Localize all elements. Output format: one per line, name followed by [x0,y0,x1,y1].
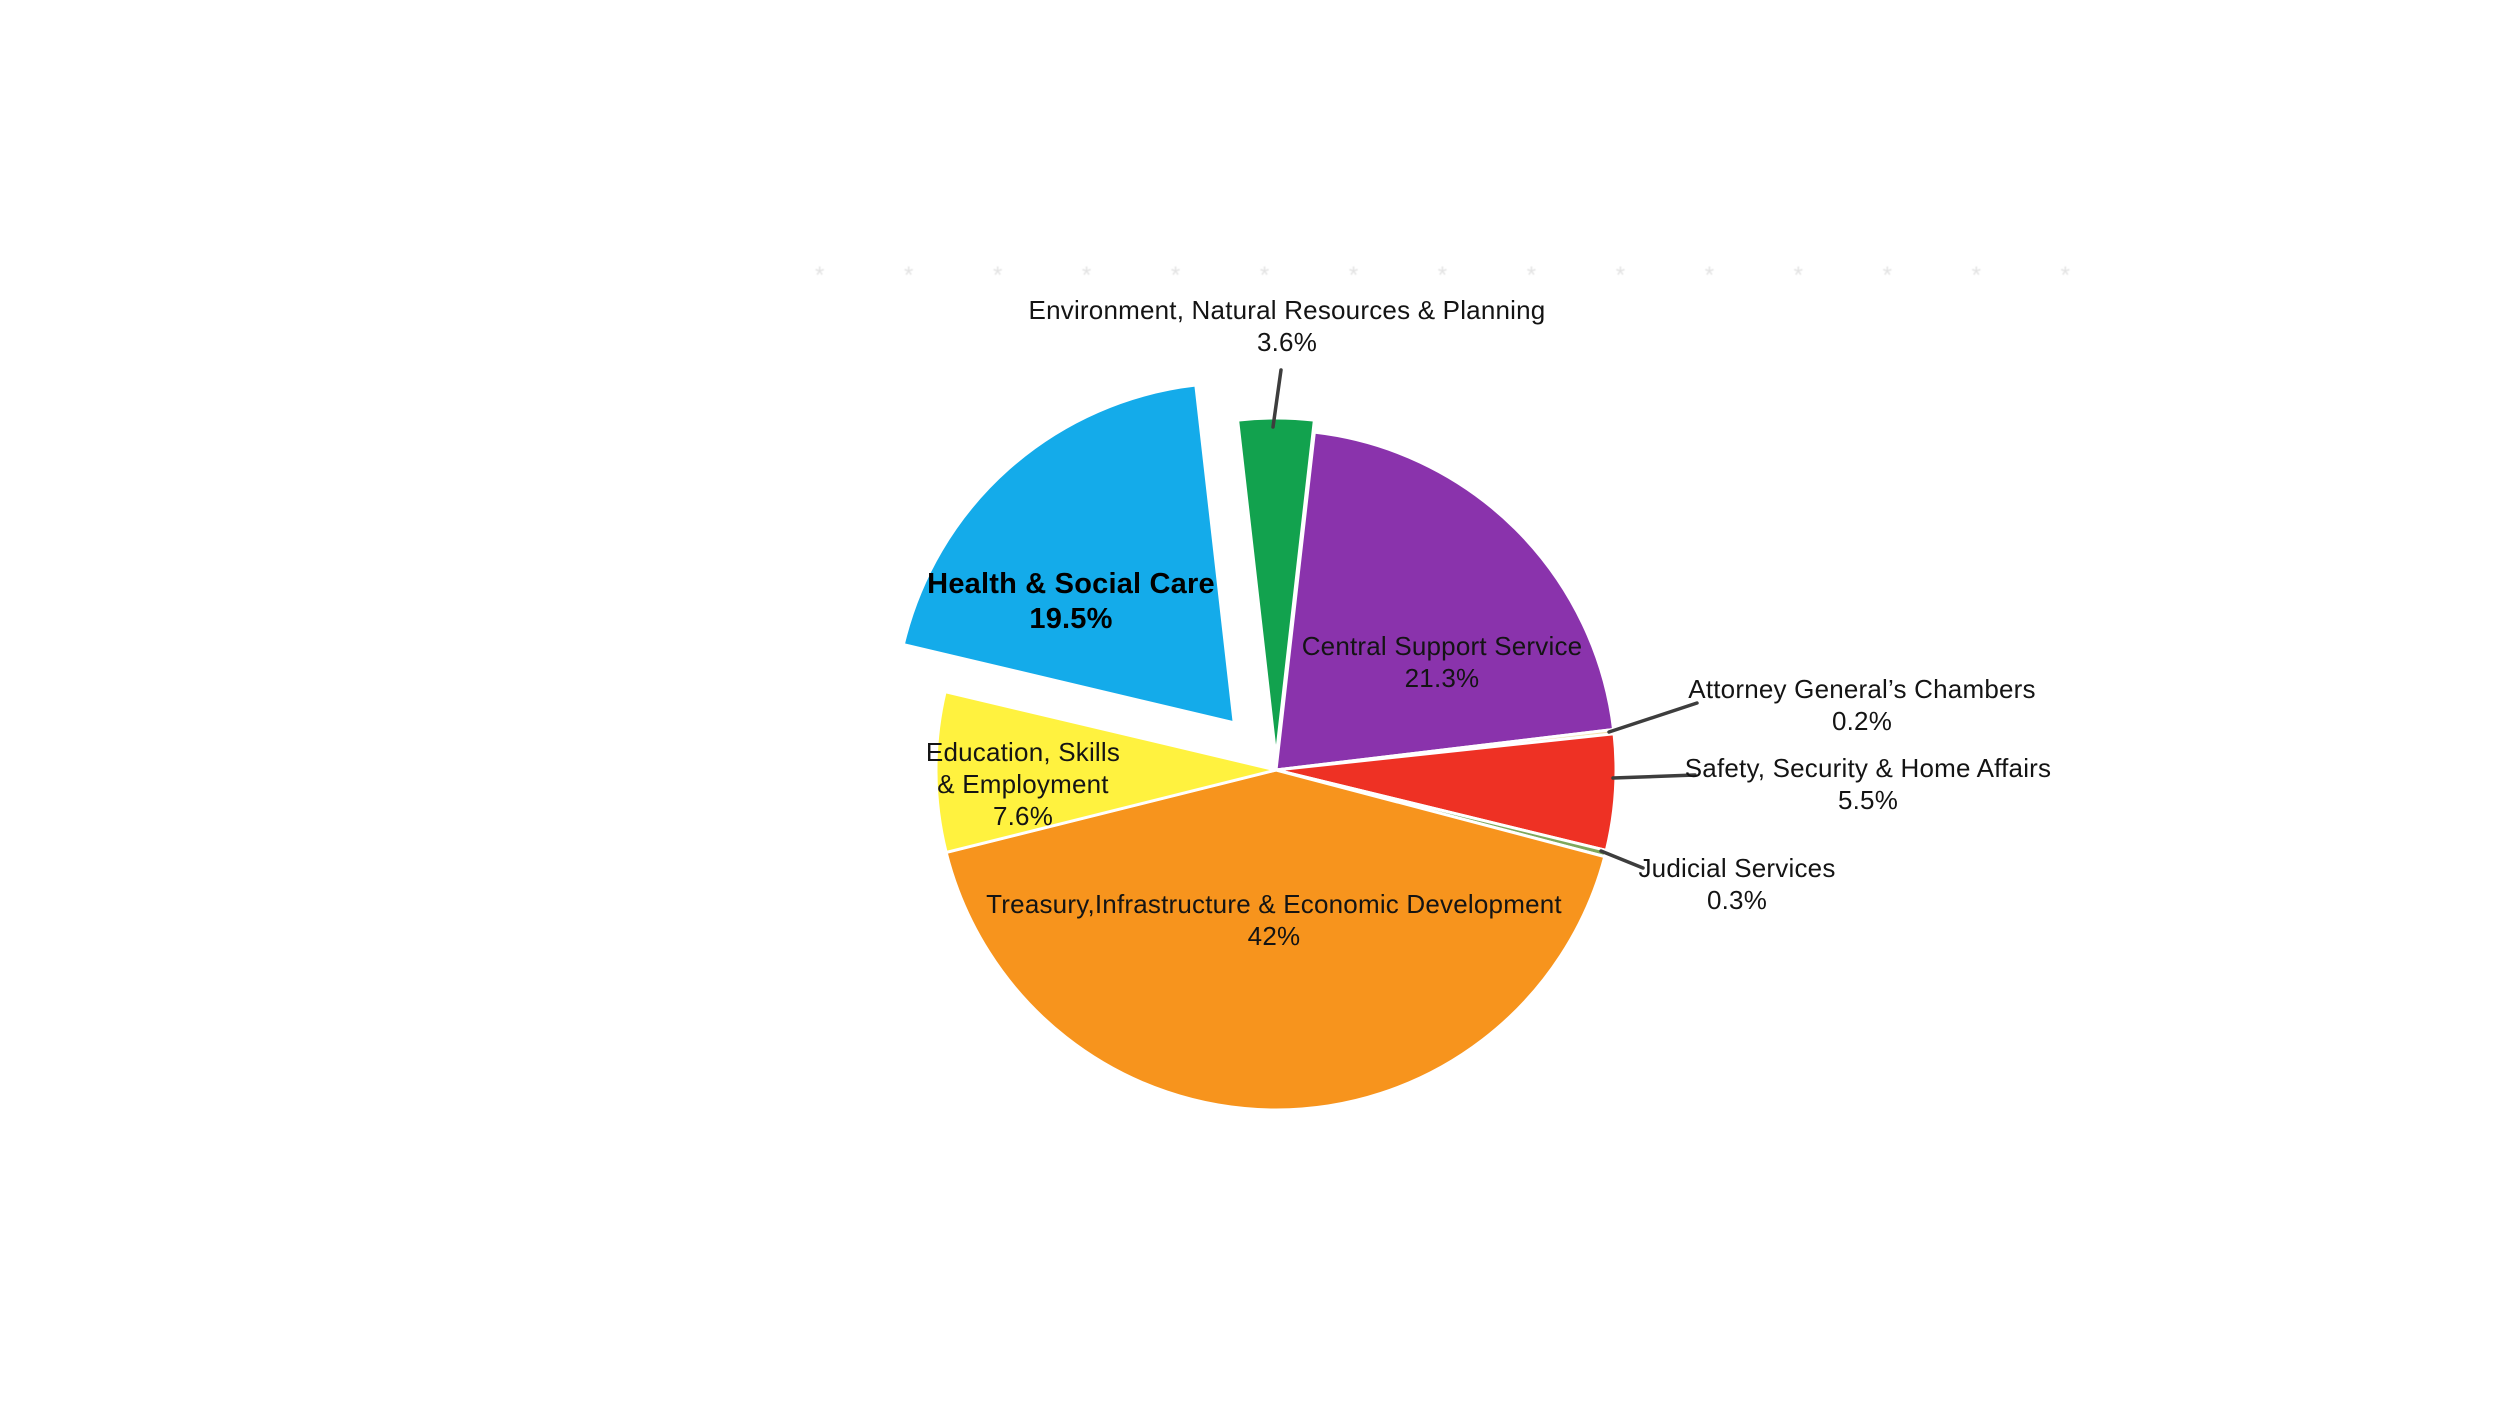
leader-line-environment [1271,368,1283,429]
label-attorney-name: Attorney General’s Chambers [1688,674,2036,704]
label-safety-security: Safety, Security & Home Affairs 5.5% [1685,752,2052,816]
label-safety-value: 5.5% [1837,785,1899,815]
leader-line-attorney-general [1607,701,1699,734]
label-central-name: Central Support Service [1301,631,1583,661]
label-attorney-value: 0.2% [1831,706,1893,736]
label-health-social-care: Health & Social Care 19.5% [927,567,1215,637]
label-judicial-name: Judicial Services [1638,853,1836,883]
label-health-name: Health & Social Care [927,568,1215,600]
label-education-value: 7.6% [992,801,1054,831]
leader-line-judicial [1599,849,1645,870]
label-environment: Environment, Natural Resources & Plannin… [1029,294,1546,358]
label-treasury: Treasury,Infrastructure & Economic Devel… [986,888,1562,952]
label-attorney-general: Attorney General’s Chambers 0.2% [1688,673,2035,737]
label-education: Education, Skills & Employment 7.6% [926,736,1120,832]
label-education-name-2: & Employment [937,769,1109,799]
slice-health [901,383,1236,725]
label-education-name-1: Education, Skills [925,737,1121,767]
label-safety-name: Safety, Security & Home Affairs [1684,753,2052,783]
label-environment-value: 3.6% [1256,327,1318,357]
slice-education [934,690,1278,854]
label-judicial-value: 0.3% [1706,885,1768,915]
label-central-support: Central Support Service 21.3% [1302,630,1583,694]
slice-treasury [944,768,1607,1112]
label-treasury-value: 42% [1247,921,1301,951]
label-central-value: 21.3% [1404,663,1480,693]
label-environment-name: Environment, Natural Resources & Plannin… [1028,295,1546,325]
label-health-value: 19.5% [1029,603,1113,635]
leader-line-safety-security [1611,773,1697,780]
label-judicial-services: Judicial Services 0.3% [1638,852,1835,916]
label-treasury-name: Treasury,Infrastructure & Economic Devel… [986,889,1562,919]
slice-central-support [1274,430,1616,772]
